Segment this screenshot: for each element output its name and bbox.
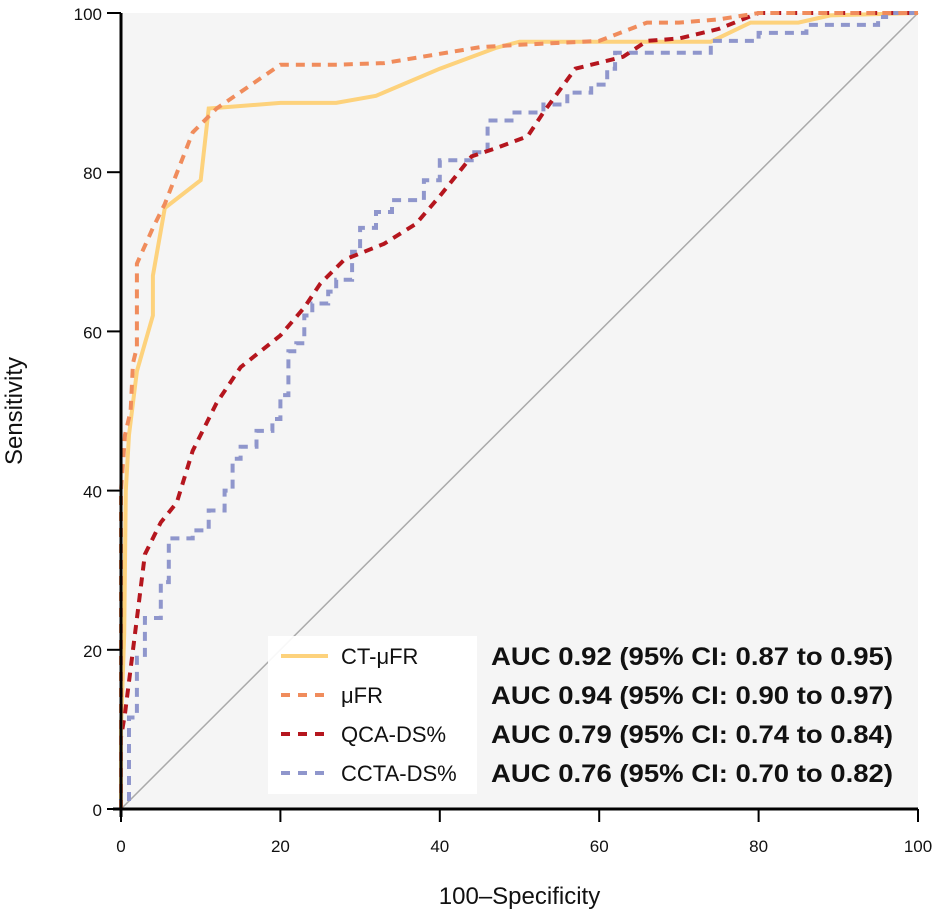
legend-label: CT-μFR: [341, 644, 418, 669]
legend-box: [268, 636, 477, 794]
x-tick-label: 0: [116, 837, 125, 856]
chance-diagonal-line: [120, 12, 919, 810]
y-tick-label: 20: [83, 642, 102, 661]
legend-label: CCTA-DS%: [341, 761, 457, 786]
x-tick-label: 100: [904, 837, 932, 856]
y-ticks: 0 20 40 60 80 100: [74, 5, 121, 820]
y-tick-label: 40: [83, 483, 102, 502]
y-tick-label: 60: [83, 323, 102, 342]
y-tick-label: 100: [74, 5, 102, 24]
series-line-qca-ds: [119, 11, 918, 809]
legend-label: QCA-DS%: [341, 722, 446, 747]
legend-item: CT-μFR AUC 0.92 (95% CI: 0.87 to 0.95): [281, 643, 893, 671]
series-line-fr: [119, 11, 918, 809]
auc-annotation: AUC 0.79 (95% CI: 0.74 to 0.84): [491, 721, 893, 749]
series-line-ccta-ds: [119, 11, 918, 809]
x-tick-label: 40: [430, 837, 449, 856]
y-tick-label: 80: [83, 164, 102, 183]
axes: 0 20 40 60 80 100 0 20 40 60 80 100: [74, 5, 933, 856]
y-tick-label: 0: [93, 801, 102, 820]
auc-annotation: AUC 0.94 (95% CI: 0.90 to 0.97): [491, 682, 893, 710]
series-line-ct-fr: [119, 11, 919, 809]
x-ticks: 0 20 40 60 80 100: [116, 809, 932, 856]
x-axis-title: 100–Specificity: [439, 883, 600, 910]
x-tick-label: 80: [749, 837, 768, 856]
series-layer: [119, 11, 919, 809]
legend-item: μFR AUC 0.94 (95% CI: 0.90 to 0.97): [281, 682, 893, 710]
x-tick-label: 20: [271, 837, 290, 856]
legend: CT-μFR AUC 0.92 (95% CI: 0.87 to 0.95) μFR…: [268, 636, 893, 794]
legend-item: CCTA-DS% AUC 0.76 (95% CI: 0.70 to 0.82): [281, 760, 893, 788]
legend-item: QCA-DS% AUC 0.79 (95% CI: 0.74 to 0.84): [281, 721, 893, 749]
auc-annotation: AUC 0.76 (95% CI: 0.70 to 0.82): [491, 760, 893, 788]
x-tick-label: 60: [590, 837, 609, 856]
auc-annotation: AUC 0.92 (95% CI: 0.87 to 0.95): [491, 643, 893, 671]
legend-label: μFR: [341, 683, 383, 708]
y-axis-title: Sensitivity: [1, 357, 28, 465]
